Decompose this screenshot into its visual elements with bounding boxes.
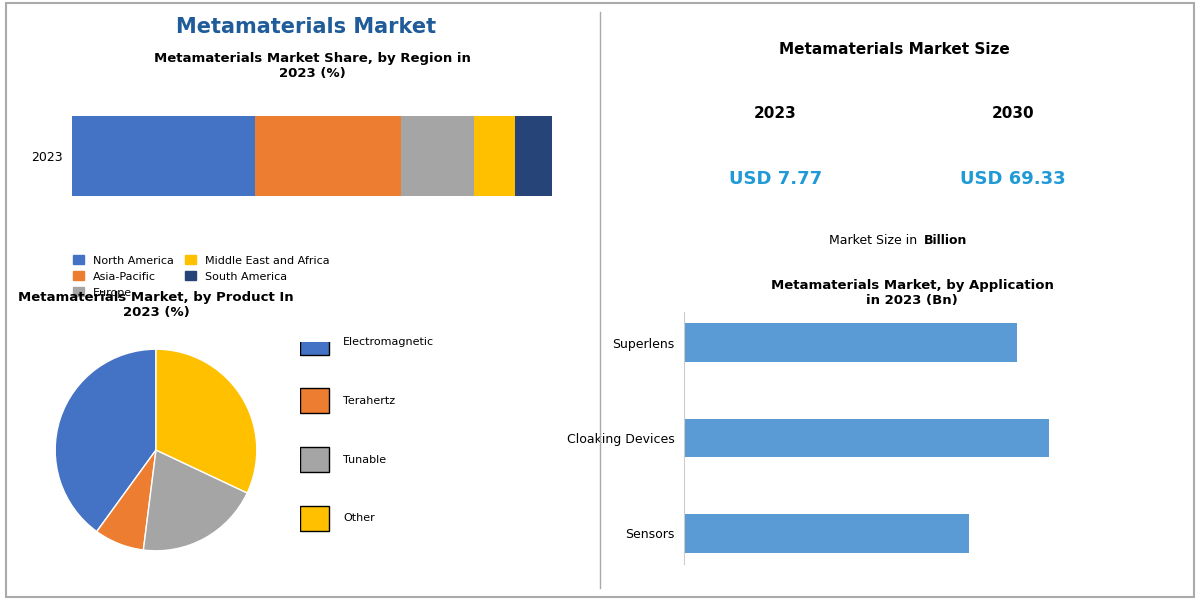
Wedge shape [97, 450, 156, 550]
Title: Metamaterials Market, by Product In
2023 (%): Metamaterials Market, by Product In 2023… [18, 290, 294, 319]
Legend: North America, Asia-Pacific, Europe, Middle East and Africa, South America: North America, Asia-Pacific, Europe, Mid… [73, 255, 329, 298]
Bar [516, 116, 552, 196]
Text: Terahertz: Terahertz [343, 396, 395, 406]
Text: Metamaterials Market: Metamaterials Market [176, 17, 436, 37]
Text: Other: Other [343, 514, 374, 523]
Wedge shape [156, 349, 257, 493]
FancyBboxPatch shape [300, 329, 329, 355]
Bar [474, 116, 516, 196]
Text: USD 7.77: USD 7.77 [728, 170, 822, 188]
FancyBboxPatch shape [300, 388, 329, 413]
Wedge shape [143, 450, 247, 551]
Bar [684, 419, 1049, 457]
Bar [684, 323, 1018, 362]
Title: Metamaterials Market Share, by Region in
2023 (%): Metamaterials Market Share, by Region in… [154, 52, 470, 80]
Text: Market Size in: Market Size in [829, 233, 922, 247]
Bar [401, 116, 474, 196]
Text: 2030: 2030 [991, 106, 1034, 121]
Wedge shape [55, 349, 156, 532]
Bar [72, 116, 254, 196]
Bar [684, 514, 970, 553]
Text: USD 69.33: USD 69.33 [960, 170, 1066, 188]
Text: Electromagnetic: Electromagnetic [343, 337, 434, 347]
Text: Billion: Billion [924, 233, 967, 247]
FancyBboxPatch shape [300, 506, 329, 531]
Text: Metamaterials Market Size: Metamaterials Market Size [779, 42, 1009, 57]
FancyBboxPatch shape [300, 447, 329, 472]
Bar [254, 116, 401, 196]
Text: Tunable: Tunable [343, 455, 386, 464]
Text: 2023: 2023 [754, 106, 797, 121]
Title: Metamaterials Market, by Application
in 2023 (Bn): Metamaterials Market, by Application in … [770, 278, 1054, 307]
